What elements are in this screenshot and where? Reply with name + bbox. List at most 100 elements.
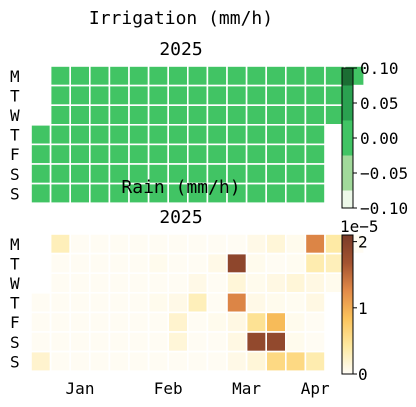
rain-cell <box>284 233 307 255</box>
rain-cell <box>167 252 189 275</box>
irrigation-cell <box>69 84 91 106</box>
rain-cell <box>89 331 111 353</box>
rain-y-tick-label: M <box>10 235 20 254</box>
rain-cell <box>108 291 130 314</box>
irrigation-cell <box>69 143 91 165</box>
rain-x-tick-label: Mar <box>232 379 261 398</box>
rain-cell <box>49 252 71 275</box>
rain-cell <box>128 350 150 373</box>
irrigation-cells <box>30 65 366 205</box>
irrigation-cell <box>167 65 189 87</box>
irrigation-cell <box>49 163 71 185</box>
irrigation-cell <box>265 65 287 87</box>
rain-cell <box>245 331 268 353</box>
rain-cell <box>49 272 71 294</box>
rain-cell <box>108 233 130 255</box>
irrigation-cell <box>304 163 326 185</box>
rain-cell <box>69 350 91 373</box>
rain-cell <box>49 331 71 353</box>
rain-cells <box>30 233 366 373</box>
rain-colorbar-tick-label: 2 <box>358 233 368 252</box>
rain-cell <box>89 272 111 294</box>
irrigation-cell <box>187 65 209 87</box>
irrigation-cell <box>49 84 71 106</box>
rain-cell <box>69 233 91 255</box>
irrigation-cell <box>128 84 150 106</box>
rain-cell <box>167 331 189 353</box>
rain-cell <box>128 311 150 333</box>
irrigation-colorbar-tick-label: −0.05 <box>360 164 408 183</box>
figure-suptitle: Irrigation (mm/h) <box>89 8 273 29</box>
irrigation-cell <box>304 65 326 87</box>
rain-x-tick-labels: Jan Feb Mar Apr <box>66 379 330 398</box>
rain-cell <box>49 233 71 255</box>
rain-cell <box>167 350 189 373</box>
rain-cell <box>265 252 287 275</box>
rain-cell <box>128 272 150 294</box>
rain-cell <box>89 350 111 373</box>
irrigation-cell <box>69 104 91 126</box>
rain-cell <box>284 350 307 373</box>
rain-cell <box>206 252 228 275</box>
irrigation-colorbar-tick-label: −0.10 <box>360 199 408 218</box>
rain-cell <box>284 291 307 314</box>
rain-cell <box>49 311 71 333</box>
irrigation-cell <box>89 65 111 87</box>
rain-colorbar-tick-label: 1 <box>358 299 368 318</box>
rain-cell <box>304 311 326 333</box>
irrigation-cell <box>226 143 248 165</box>
irrigation-y-tick-label: S <box>10 165 20 184</box>
rain-cell <box>226 291 248 314</box>
rain-cell <box>49 350 71 373</box>
rain-cell <box>206 291 228 314</box>
rain-cell <box>304 291 326 314</box>
irrigation-year-title: 2025 <box>159 39 202 60</box>
rain-cell <box>147 233 170 255</box>
irrigation-cell <box>265 84 287 106</box>
irrigation-cell <box>128 65 150 87</box>
irrigation-cell <box>147 143 170 165</box>
rain-cell <box>167 291 189 314</box>
irrigation-colorbar-band <box>342 120 353 156</box>
irrigation-cell <box>206 84 228 106</box>
irrigation-cell <box>147 124 170 146</box>
irrigation-cell <box>167 104 189 126</box>
rain-cell <box>245 350 268 373</box>
rain-cell <box>304 350 326 373</box>
rain-cell <box>108 350 130 373</box>
irrigation-cell <box>69 182 91 205</box>
rain-colorbar-tick-label: 0 <box>358 365 368 384</box>
rain-cell <box>147 331 170 353</box>
irrigation-cell <box>49 182 71 205</box>
irrigation-y-tick-label: T <box>10 126 20 145</box>
rain-cell <box>226 252 248 275</box>
rain-cell <box>187 350 209 373</box>
irrigation-cell <box>284 84 307 106</box>
irrigation-cell <box>108 143 130 165</box>
rain-cell <box>69 331 91 353</box>
irrigation-y-tick-label: F <box>10 145 20 164</box>
irrigation-cell <box>108 84 130 106</box>
rain-cell <box>128 291 150 314</box>
irrigation-cell <box>108 124 130 146</box>
rain-cell <box>69 291 91 314</box>
irrigation-cell <box>167 84 189 106</box>
irrigation-cell <box>187 104 209 126</box>
irrigation-cell <box>245 163 268 185</box>
irrigation-cell <box>108 65 130 87</box>
irrigation-colorbar-band <box>342 85 353 121</box>
irrigation-cell <box>147 65 170 87</box>
rain-cell <box>108 311 130 333</box>
irrigation-cell <box>69 124 91 146</box>
irrigation-cell <box>304 143 326 165</box>
rain-cell <box>147 272 170 294</box>
rain-cell <box>69 311 91 333</box>
rain-cell <box>128 252 150 275</box>
rain-cell <box>265 331 287 353</box>
irrigation-colorbar-tick-label: 0.05 <box>360 94 399 113</box>
irrigation-cell <box>304 84 326 106</box>
rain-cell <box>245 291 268 314</box>
